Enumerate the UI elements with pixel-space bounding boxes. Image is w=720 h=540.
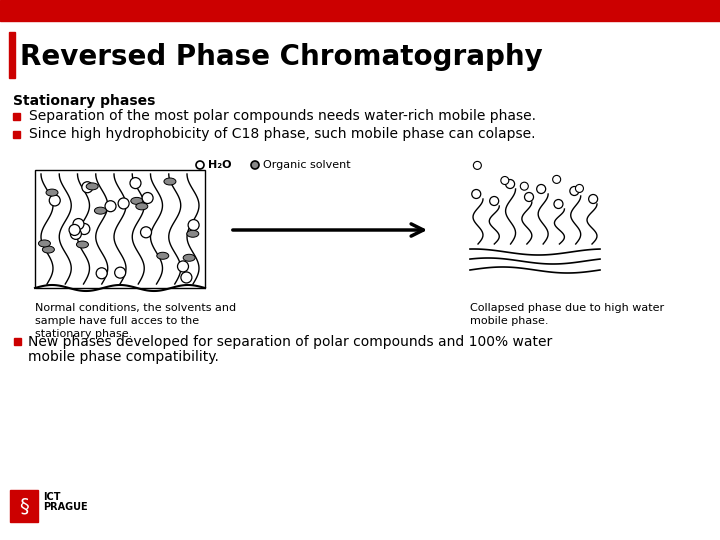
Circle shape xyxy=(130,178,141,188)
Ellipse shape xyxy=(46,189,58,196)
Circle shape xyxy=(181,272,192,283)
Ellipse shape xyxy=(136,203,148,210)
Circle shape xyxy=(140,227,151,238)
Text: New phases developed for separation of polar compounds and 100% water: New phases developed for separation of p… xyxy=(28,335,552,349)
Circle shape xyxy=(521,182,528,190)
Circle shape xyxy=(78,224,90,234)
Text: §: § xyxy=(19,496,29,516)
Text: Normal conditions, the solvents and: Normal conditions, the solvents and xyxy=(35,303,236,313)
Circle shape xyxy=(524,192,534,201)
Text: Stationary phases: Stationary phases xyxy=(13,94,156,109)
Circle shape xyxy=(505,179,515,188)
Circle shape xyxy=(196,161,204,169)
Circle shape xyxy=(178,261,189,272)
Text: Since high hydrophobicity of C18 phase, such mobile phase can colapse.: Since high hydrophobicity of C18 phase, … xyxy=(29,127,535,141)
Circle shape xyxy=(251,161,259,169)
Ellipse shape xyxy=(42,246,55,253)
Text: Organic solvent: Organic solvent xyxy=(263,160,351,170)
Circle shape xyxy=(105,201,116,212)
Text: H₂O: H₂O xyxy=(208,160,232,170)
Circle shape xyxy=(554,199,563,208)
Text: Separation of the most polar compounds needs water-rich mobile phase.: Separation of the most polar compounds n… xyxy=(29,109,536,123)
Text: sample have full acces to the: sample have full acces to the xyxy=(35,316,199,326)
Circle shape xyxy=(114,267,126,278)
Circle shape xyxy=(589,194,598,204)
Ellipse shape xyxy=(186,230,199,237)
Circle shape xyxy=(501,177,509,185)
Circle shape xyxy=(82,182,93,193)
Text: mobile phase.: mobile phase. xyxy=(470,316,549,326)
Ellipse shape xyxy=(131,198,143,205)
Ellipse shape xyxy=(86,183,98,190)
Circle shape xyxy=(553,176,561,184)
Text: Reversed Phase Chromatography: Reversed Phase Chromatography xyxy=(20,43,543,71)
Circle shape xyxy=(71,228,81,239)
Text: PRAGUE: PRAGUE xyxy=(43,502,88,512)
Ellipse shape xyxy=(94,207,107,214)
Text: Collapsed phase due to high water: Collapsed phase due to high water xyxy=(470,303,664,313)
Circle shape xyxy=(142,193,153,204)
Circle shape xyxy=(73,219,84,230)
Ellipse shape xyxy=(157,252,168,259)
Circle shape xyxy=(49,195,60,206)
Ellipse shape xyxy=(164,178,176,185)
Circle shape xyxy=(570,186,579,195)
Circle shape xyxy=(188,220,199,231)
Text: stationary phase.: stationary phase. xyxy=(35,329,132,339)
Circle shape xyxy=(69,225,80,235)
Circle shape xyxy=(536,185,546,193)
Text: mobile phase compatibility.: mobile phase compatibility. xyxy=(28,350,219,364)
Circle shape xyxy=(473,161,482,170)
Circle shape xyxy=(96,268,107,279)
Ellipse shape xyxy=(38,240,50,247)
Bar xyxy=(10,490,38,522)
Bar xyxy=(35,170,205,288)
Circle shape xyxy=(472,190,481,199)
Circle shape xyxy=(118,198,129,209)
Circle shape xyxy=(575,185,583,192)
Text: ICT: ICT xyxy=(43,492,60,502)
Ellipse shape xyxy=(183,254,195,261)
Bar xyxy=(14,338,21,345)
Circle shape xyxy=(490,197,499,206)
Ellipse shape xyxy=(76,241,89,248)
